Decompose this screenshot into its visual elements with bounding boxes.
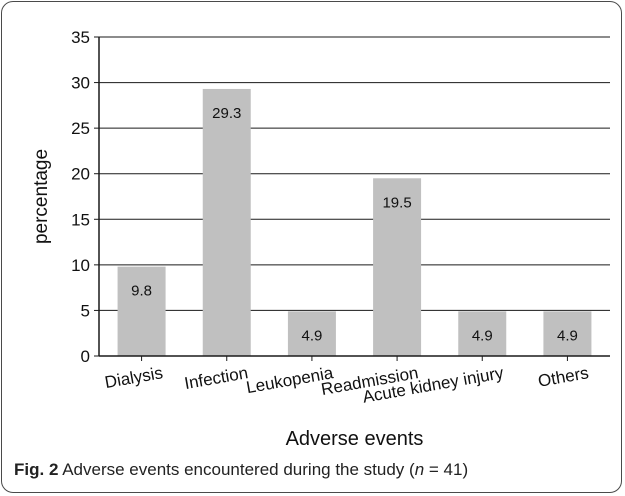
gridlines [99, 36, 610, 311]
bar [202, 88, 251, 357]
x-axis-ticks: Dialysis InfectionLeukopeniaReadmissionAc… [103, 356, 590, 407]
data-labels: 9.8 29.3 4.9 19.5 4.9 4.9 [131, 105, 578, 344]
x-tick-label: Dialysis [103, 363, 164, 392]
caption-text-before: Adverse events encountered during the st… [62, 460, 415, 479]
data-label: 9.8 [131, 283, 152, 300]
y-tick-label: 0 [81, 347, 90, 366]
x-tick-label: Infection [183, 363, 250, 393]
bar [373, 178, 422, 356]
caption-n-symbol: n [414, 460, 425, 479]
bar [117, 266, 166, 356]
data-label: 4.9 [301, 327, 322, 344]
bars [117, 88, 592, 357]
data-label: 4.9 [472, 327, 493, 344]
y-tick-label: 35 [71, 28, 90, 47]
y-tick-label: 20 [71, 165, 90, 184]
y-tick-label: 10 [71, 256, 90, 275]
caption-label: Fig. 2 [14, 460, 59, 479]
bar-chart: 9.8 29.3 4.9 19.5 4.9 4.9 0 5 10 15 20 25 30 35 Dial… [31, 28, 610, 450]
y-tick-label: 15 [71, 210, 90, 229]
data-label: 29.3 [212, 105, 241, 122]
y-tick-label: 5 [81, 301, 90, 320]
caption-text-after: = 41) [424, 460, 469, 479]
data-label: 19.5 [382, 194, 411, 211]
bar [287, 311, 336, 356]
y-tick-label: 30 [71, 74, 90, 93]
y-tick-label: 25 [71, 119, 90, 138]
y-axis-ticks: 0 5 10 15 20 25 30 35 [71, 28, 99, 366]
bar [543, 311, 592, 356]
figure-caption: Fig. 2 Adverse events encountered during… [14, 460, 614, 480]
data-label: 4.9 [557, 327, 578, 344]
x-tick-label: Others [537, 363, 591, 391]
x-axis-label: Adverse events [286, 428, 424, 450]
bar [458, 311, 507, 356]
y-axis-label: percentage [31, 149, 52, 244]
